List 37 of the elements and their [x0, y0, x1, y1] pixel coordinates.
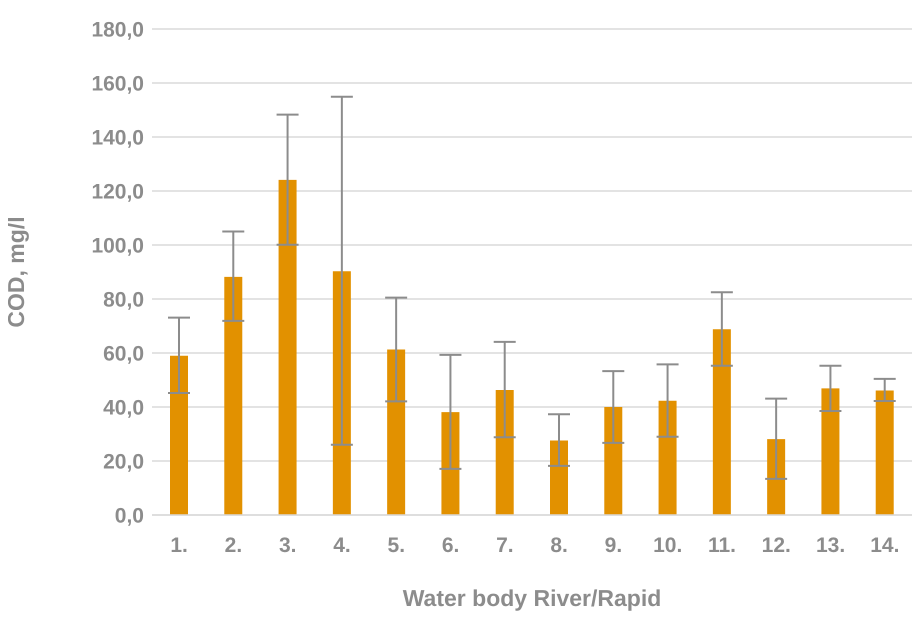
- x-tick-label: 3.: [278, 534, 296, 557]
- bar: [278, 180, 297, 515]
- x-tick-label: 5.: [388, 534, 406, 557]
- bar: [170, 356, 188, 515]
- x-tick-label: 6.: [442, 534, 460, 557]
- bar: [441, 412, 460, 515]
- x-tick-label: 1.: [170, 534, 188, 557]
- x-tick-label: 8.: [550, 534, 568, 557]
- bar: [496, 390, 514, 515]
- y-tick-label: 40,0: [103, 396, 144, 420]
- x-tick-label: 12.: [762, 534, 791, 557]
- y-tick-label: 100,0: [91, 234, 144, 258]
- bar: [550, 440, 568, 515]
- x-tick-label: 4.: [333, 534, 351, 557]
- y-tick-label: 160,0: [91, 72, 144, 96]
- bar: [821, 388, 840, 515]
- x-tick-label: 2.: [224, 534, 242, 557]
- x-tick-label: 9.: [604, 534, 622, 557]
- bar: [658, 400, 677, 515]
- y-tick-label: 180,0: [91, 18, 144, 42]
- bar: [604, 407, 622, 515]
- bar: [712, 329, 731, 515]
- bar: [224, 276, 242, 515]
- y-tick-label: 20,0: [103, 450, 144, 474]
- bar: [387, 349, 406, 515]
- bar: [876, 390, 894, 515]
- y-tick-label: 140,0: [91, 126, 144, 150]
- x-tick-label: 11.: [708, 534, 736, 557]
- x-tick-label: 14.: [870, 534, 900, 557]
- x-axis-title: Water body River/Rapid: [402, 585, 662, 611]
- y-tick-label: 80,0: [103, 288, 144, 312]
- y-tick-label: 60,0: [103, 342, 144, 366]
- x-tick-label: 7.: [496, 534, 514, 557]
- y-tick-label: 0,0: [114, 504, 144, 528]
- x-tick-label: 10.: [653, 534, 682, 557]
- y-tick-label: 120,0: [91, 180, 144, 204]
- x-tick-label: 13.: [816, 534, 846, 557]
